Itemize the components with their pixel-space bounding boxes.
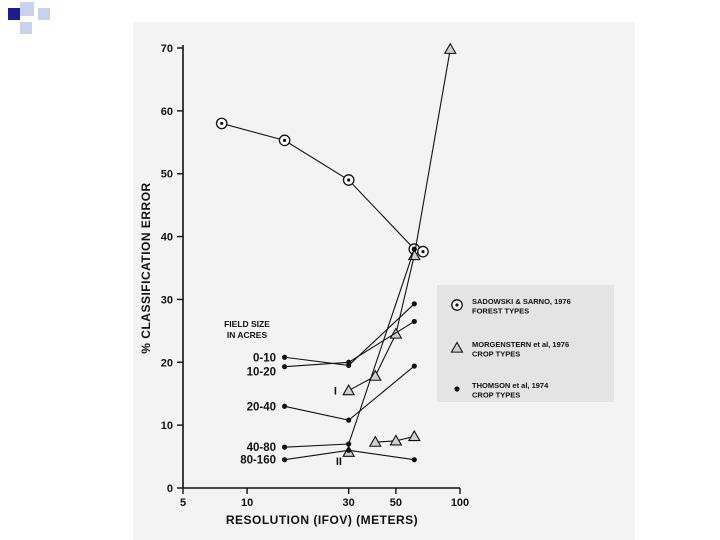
series-morgenstern-2 (368, 429, 421, 447)
legend-text: SADOWSKI & SARNO, 1976 (472, 297, 571, 306)
data-point (281, 364, 288, 370)
y-tick-label: 20 (161, 357, 173, 369)
series-thomson-7 (281, 246, 417, 450)
series-line (284, 248, 415, 448)
data-point (281, 457, 288, 463)
data-point (443, 42, 457, 54)
data-point (346, 447, 352, 453)
data-point-center (282, 138, 287, 142)
legend-marker (454, 386, 460, 392)
data-point (411, 318, 417, 325)
deco-square-light (20, 2, 34, 16)
y-axis-title: % CLASSIFICATION ERROR (139, 182, 153, 353)
data-point (342, 383, 356, 396)
series-line (348, 49, 451, 392)
annotation-label: II (336, 456, 342, 468)
scanned-figure-background (133, 22, 635, 540)
x-axis-title: RESOLUTION (IFOV) (METERS) (226, 513, 418, 527)
data-point (411, 363, 417, 369)
field-size-label: 20-40 (247, 401, 276, 413)
y-tick-label: 40 (161, 232, 173, 244)
annotation-label: I (334, 386, 337, 398)
x-tick-label: 100 (451, 497, 469, 509)
data-point (411, 457, 417, 463)
data-point (281, 444, 288, 450)
y-tick-label: 70 (161, 43, 173, 55)
y-tick-label: 0 (167, 483, 173, 495)
y-ticks: 0 10 20 30 40 50 60 70 (161, 43, 183, 495)
x-tick-label: 5 (180, 497, 186, 509)
data-point (411, 246, 417, 252)
y-tick-label: 30 (161, 294, 173, 306)
data-point (389, 434, 403, 446)
legend-text: MORGENSTERN et al, 1976 (472, 340, 569, 349)
data-point-center (421, 250, 425, 254)
legend-text: CROP TYPES (472, 391, 520, 400)
data-point (346, 417, 352, 423)
field-size-label: 0-10 (253, 352, 276, 364)
legend-box (437, 285, 614, 402)
legend-text: FOREST TYPES (472, 307, 529, 316)
y-tick-label: 50 (161, 169, 173, 181)
x-ticks: 5 10 30 50 100 (180, 488, 469, 509)
data-point (281, 403, 288, 409)
field-size-label: 80-160 (240, 455, 276, 467)
data-point (346, 359, 352, 365)
data-point (368, 369, 382, 381)
deco-square-navy (8, 8, 20, 20)
deco-square-light (38, 8, 50, 20)
y-tick-label: 10 (161, 420, 173, 432)
legend-text: CROP TYPES (472, 350, 520, 359)
legend-marker-center (455, 303, 459, 307)
data-point-center (220, 121, 224, 126)
field-size-label: 10-20 (247, 367, 276, 379)
x-tick-label: 10 (241, 497, 253, 509)
field-size-title: FIELD SIZE (224, 319, 270, 329)
data-point (368, 435, 382, 447)
y-tick-label: 60 (161, 106, 173, 118)
series-thomson-8 (281, 447, 417, 463)
data-point (411, 301, 417, 307)
x-tick-label: 50 (390, 497, 402, 509)
series-thomson-6 (281, 363, 417, 423)
series-layer (215, 42, 457, 463)
data-point-center (347, 178, 351, 182)
field-size-label: 40-80 (247, 442, 276, 454)
field-size-title-line2: IN ACRES (227, 330, 268, 340)
x-tick-label: 30 (343, 497, 355, 509)
data-point (346, 441, 352, 447)
series-sadowski-0 (215, 117, 429, 258)
data-point (407, 429, 421, 442)
series-thomson-5 (281, 318, 417, 370)
legend-text: THOMSON et al, 1974 (472, 381, 549, 390)
legend-marker (450, 341, 464, 353)
data-point (281, 354, 288, 360)
series-line (221, 122, 424, 253)
series-thomson-4 (281, 301, 417, 369)
deco-square-light (20, 22, 32, 34)
